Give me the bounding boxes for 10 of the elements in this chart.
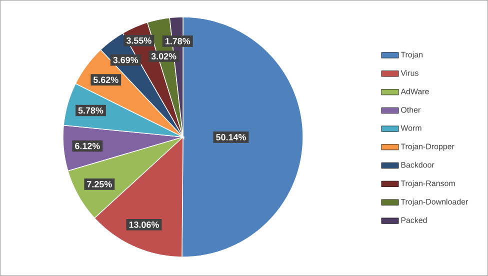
data-label: 7.25%: [87, 181, 112, 188]
data-label: 50.14%: [216, 134, 246, 140]
data-label: 5.78%: [78, 107, 104, 114]
data-label: 3.69%: [113, 56, 138, 64]
data-label: 1.78%: [165, 38, 190, 44]
data-label: 6.12%: [75, 142, 100, 150]
data-label: 3.55%: [126, 37, 152, 44]
data-label: 3.02%: [151, 53, 176, 60]
data-label: 13.06%: [129, 222, 159, 228]
data-label: 5.62%: [93, 76, 118, 84]
